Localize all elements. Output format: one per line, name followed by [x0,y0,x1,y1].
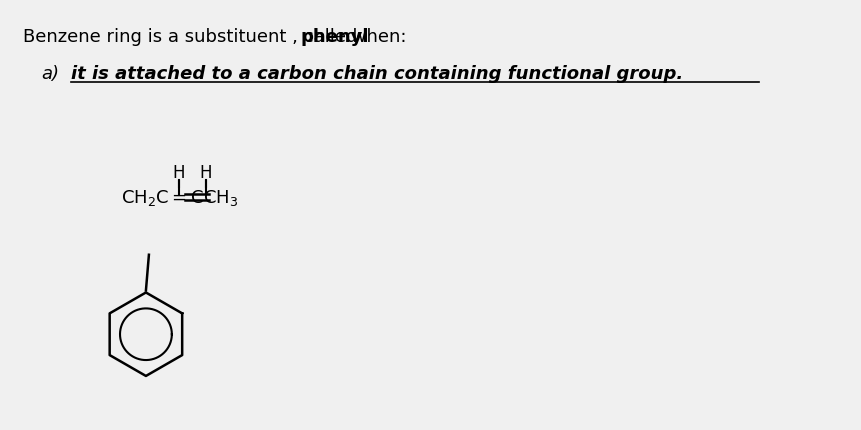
Text: CH$_2$C$=$CCH$_3$: CH$_2$C$=$CCH$_3$ [121,187,238,208]
Text: H: H [199,164,212,182]
Text: it is attached to a carbon chain containing functional group.: it is attached to a carbon chain contain… [71,65,683,83]
Text: H: H [172,164,185,182]
Text: when:: when: [346,28,406,46]
Text: Benzene ring is a substituent , called: Benzene ring is a substituent , called [23,28,363,46]
Text: a): a) [41,65,59,83]
Text: phenyl: phenyl [300,28,369,46]
